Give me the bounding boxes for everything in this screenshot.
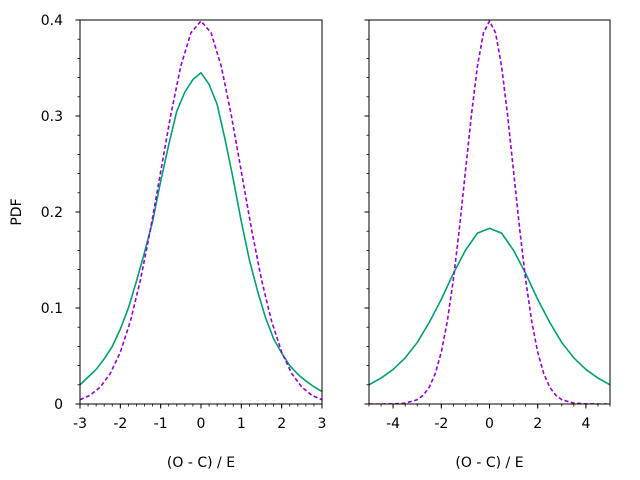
right-x-tick-label: 0: [485, 416, 494, 432]
right-series-normal: [369, 20, 610, 404]
left-x-tick-label: 1: [237, 416, 246, 432]
left-y-tick-label: 0.2: [41, 205, 63, 221]
left-x-axis-label: (O - C) / E: [167, 455, 235, 471]
right-panel: -4 -2 0 2 4 (O - C) / E: [364, 19, 611, 471]
left-series-normal: [80, 20, 322, 401]
right-x-tick-label: -4: [386, 416, 400, 432]
right-x-axis-label: (O - C) / E: [455, 455, 523, 471]
left-y-tick-label: 0: [54, 397, 63, 413]
left-panel: -3 -2 -1 0 1 2 3 0 0.1 0.2 0.3 0.4 (O - C) / E: [41, 13, 327, 471]
left-x-tick-label: 2: [277, 416, 286, 432]
left-series-group: [80, 20, 322, 401]
left-x-tick-label: 3: [318, 416, 327, 432]
right-x-tick-label: 2: [533, 416, 542, 432]
right-series-group: [369, 20, 610, 404]
y-axis-label: PDF: [9, 198, 25, 225]
left-y-tick-label: 0.3: [41, 109, 63, 125]
right-x-tick-label: -2: [434, 416, 448, 432]
right-series-empirical: [369, 227, 610, 386]
left-x-tick-label: -2: [113, 416, 127, 432]
left-x-tick-label: -1: [154, 416, 168, 432]
right-x-tick-label: 4: [581, 416, 590, 432]
left-y-tick-label: 0.4: [41, 13, 63, 29]
left-x-tick-label: -3: [73, 416, 87, 432]
left-x-tick-label: 0: [197, 416, 206, 432]
left-y-tick-label: 0.1: [41, 301, 63, 317]
